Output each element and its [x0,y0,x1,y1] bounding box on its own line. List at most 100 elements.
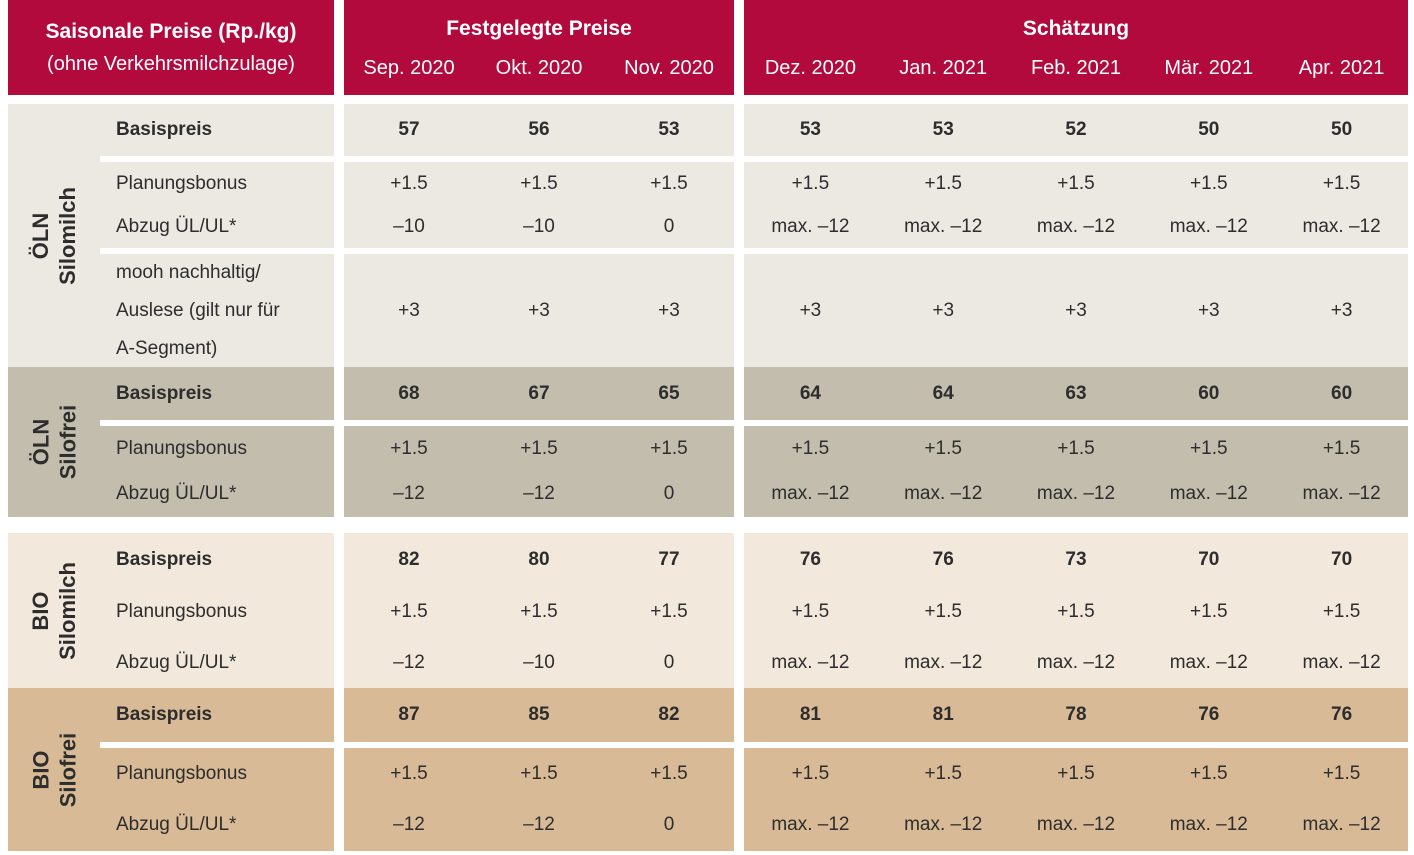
mooh-value: +3 [398,299,420,321]
abzug-value: –10 [393,215,425,237]
vertical-group-label: BIO Silomilch [8,533,100,688]
abzug-value: max. –12 [1302,483,1381,505]
vertical-group-label-text: BIO Silofrei [27,732,81,807]
bonus-abzug-block: +1.5 +1.5 +1.5 –12 –10 0 [344,587,734,688]
basispreis-value: 53 [658,119,680,140]
vertical-group-label: ÖLN Silofrei [8,367,100,517]
basispreis-value-row: 82 80 77 [344,533,734,587]
bonus-abzug-block: +1.5 +1.5 +1.5 –12 –12 0 [344,426,734,517]
mooh-value-row: +3 +3 +3 +3 +3 [744,254,1408,367]
group-variant-label: Silomilch [55,186,81,285]
planungsbonus-value: +1.5 [390,172,428,194]
planungsbonus-value: +1.5 [1322,437,1361,459]
table-title: Saisonale Preise (Rp./kg) [45,19,297,43]
basispreis-value: 85 [528,704,550,725]
abzug-value: max. –12 [904,215,983,237]
group-2-label-cell: BIO Silomilch Basispreis Planungsbonus Abzug… [8,533,334,688]
mooh-value: +3 [1330,299,1353,321]
row-label-mooh-line: mooh nachhaltig/ [116,261,261,283]
planungsbonus-value: +1.5 [520,601,558,623]
abzug-value: –10 [523,215,555,237]
row-label-duo: Planungsbonus Abzug ÜL/UL* [100,426,334,517]
separator [344,420,734,426]
group-2-fixed-data-cell: 82 80 77 +1.5 +1.5 +1.5 –12 –10 0 [344,533,734,688]
row-label-column: Basispreis Planungsbonus Abzug ÜL/UL* [100,367,334,517]
abzug-value: max. –12 [904,814,983,836]
basispreis-value: 65 [658,382,680,404]
basispreis-value: 64 [799,382,821,404]
basispreis-value: 76 [799,549,821,570]
basispreis-value: 53 [799,119,821,140]
separator [344,156,734,162]
row-label-mooh-line: A-Segment) [116,337,218,359]
abzug-value: –12 [523,483,555,505]
vertical-group-label: BIO Silofrei [8,688,100,851]
abzug-value: max. –12 [1169,814,1248,836]
row-label-mooh: mooh nachhaltig/Auslese (gilt nur für A-S… [100,254,334,367]
abzug-value: max. –12 [1036,215,1116,237]
basispreis-value: 63 [1065,382,1087,404]
column-group-title: Schätzung [1022,17,1130,40]
separator [100,420,334,426]
mooh-value: +3 [658,299,680,321]
group-variant-label: Silofrei [54,732,80,807]
planungsbonus-value: +1.5 [1057,172,1095,194]
abzug-value: max. –12 [1036,651,1116,673]
basispreis-value: 80 [528,549,550,570]
abzug-value: max. –12 [1302,215,1381,237]
basispreis-value: 82 [658,704,680,725]
planungsbonus-value: +1.5 [1057,437,1095,459]
planungsbonus-value: +1.5 [1190,172,1228,194]
basispreis-value-row: 68 67 65 [344,367,734,420]
planungsbonus-value-row: +1.5 +1.5 +1.5 +1.5 +1.5 [744,173,1408,195]
group-variant-label: Silomilch [55,561,81,660]
planungsbonus-value: +1.5 [650,437,688,459]
planungsbonus-value: +1.5 [791,601,830,623]
abzug-value: max. –12 [1302,651,1381,673]
group-gap [8,517,1408,533]
basispreis-value: 70 [1198,549,1220,570]
row-label-basispreis: Basispreis [116,549,213,570]
month-header: Feb. 2021 [1030,57,1122,79]
planungsbonus-value: +1.5 [650,762,688,784]
separator [744,742,1408,748]
planungsbonus-value-row: +1.5 +1.5 +1.5 [344,601,734,623]
bonus-abzug-block: +1.5 +1.5 +1.5 –12 –12 0 [344,748,734,851]
abzug-value: –10 [523,651,555,673]
abzug-value-row: max. –12 max. –12 max. –12 max. –12 max. –12 [744,216,1408,238]
abzug-value: max. –12 [904,483,983,505]
group-0-estimate-data-cell: 53 53 52 50 50 +1.5 +1.5 +1.5 +1.5 +1.5 max. –12 ma… [744,104,1408,367]
planungsbonus-value-row: +1.5 +1.5 +1.5 [344,173,734,195]
table-subtitle: (ohne Verkehrsmilchzulage) [47,52,295,75]
abzug-value: max. –12 [1302,814,1381,836]
month-header: Dez. 2020 [764,57,856,79]
vertical-group-label-text: BIO Silomilch [27,562,81,660]
basispreis-value: 73 [1065,549,1087,570]
basispreis-value: 78 [1065,704,1087,725]
month-header: Mär. 2021 [1164,57,1254,79]
separator [100,248,334,254]
month-header: Apr. 2021 [1298,57,1385,79]
planungsbonus-value-row: +1.5 +1.5 +1.5 +1.5 +1.5 [744,601,1408,623]
group-category-label: BIO [28,590,54,631]
planungsbonus-value: +1.5 [390,437,428,459]
planungsbonus-value: +1.5 [1190,437,1228,459]
separator [100,742,334,748]
group-3-estimate-data-cell: 81 81 78 76 76 +1.5 +1.5 +1.5 +1.5 +1.5 max. –12 ma… [744,688,1408,851]
row-label-basispreis: Basispreis [116,704,213,725]
row-label-basispreis: Basispreis [116,382,213,404]
bonus-abzug-block: +1.5 +1.5 +1.5 +1.5 +1.5 max. –12 max. –12 max.… [744,162,1408,248]
basispreis-value: 52 [1065,119,1087,140]
column-group-title: Festgelegte Preise [446,17,632,40]
abzug-value: max. –12 [1169,215,1248,237]
basispreis-value: 67 [528,382,550,404]
basispreis-value-row: 76 76 73 70 70 [744,533,1408,587]
abzug-value: –12 [523,814,555,836]
planungsbonus-value: +1.5 [791,762,830,784]
planungsbonus-value: +1.5 [1322,762,1361,784]
abzug-value-row: –10 –10 0 [344,216,734,238]
row-label-abzug: Abzug ÜL/UL* [116,814,237,836]
group-category-label: ÖLN [28,212,54,259]
month-header: Sep. 2020 [363,57,455,79]
planungsbonus-value-row: +1.5 +1.5 +1.5 [344,438,734,460]
